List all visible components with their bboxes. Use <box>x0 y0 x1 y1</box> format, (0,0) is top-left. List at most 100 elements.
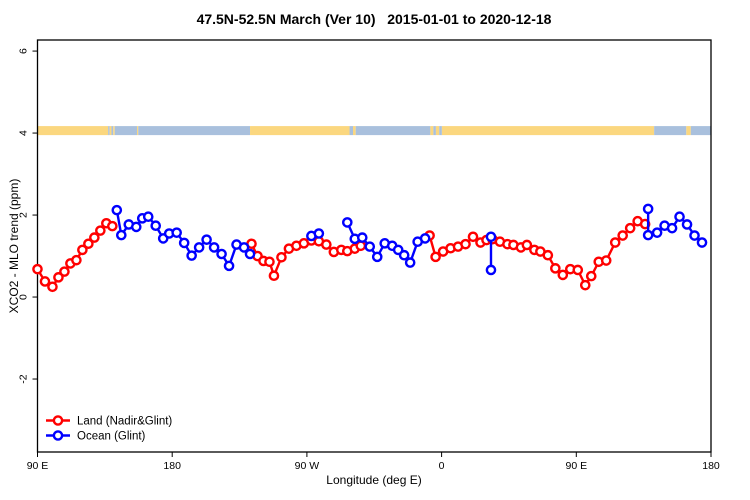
y-tick-label: 2 <box>18 212 30 218</box>
data-point-land <box>71 254 82 266</box>
data-point-ocean <box>674 211 685 222</box>
data-point-land <box>624 222 636 234</box>
data-point-ocean <box>193 242 205 253</box>
data-point-land <box>542 249 554 261</box>
y-tick-label: 4 <box>18 130 30 136</box>
data-point-ocean <box>419 233 431 244</box>
band-segment-land <box>109 126 112 136</box>
band-segment-ocean <box>690 126 711 136</box>
data-point-ocean <box>201 234 212 245</box>
data-point-ocean <box>178 237 190 249</box>
data-point-land <box>47 281 58 293</box>
data-point-land <box>276 251 287 263</box>
data-point-ocean <box>371 251 383 263</box>
data-point-land <box>617 230 628 241</box>
data-point-ocean <box>142 211 154 222</box>
band-segment-ocean <box>349 126 353 136</box>
band-segment-ocean <box>355 126 431 136</box>
data-point-land <box>585 270 597 282</box>
band-segment-land <box>441 126 655 136</box>
data-point-land <box>107 220 118 232</box>
chart-title: 47.5N-52.5N March (Ver 10) 2015-01-01 to… <box>196 11 552 27</box>
data-point-ocean <box>171 227 182 238</box>
data-point-ocean <box>689 230 700 241</box>
x-tick-label: 90 E <box>565 460 587 472</box>
data-point-land <box>460 238 471 250</box>
band-segment-ocean <box>108 126 110 136</box>
band-segment-land <box>37 126 109 136</box>
band-segment-ocean <box>654 126 687 136</box>
x-tick-label: 180 <box>163 460 181 472</box>
legend-marker <box>52 430 64 441</box>
data-point-land <box>600 255 612 266</box>
data-point-land <box>521 239 533 251</box>
data-point-land <box>572 264 584 276</box>
data-point-land <box>59 266 70 277</box>
data-point-land <box>39 276 51 287</box>
data-point-ocean <box>208 242 220 253</box>
y-tick-label: 6 <box>18 48 30 54</box>
legend-marker <box>52 415 64 426</box>
y-tick-label: 0 <box>18 294 30 300</box>
data-point-land <box>77 244 88 256</box>
data-point-ocean <box>651 227 663 238</box>
x-tick-label: 0 <box>439 460 445 472</box>
x-axis-label: Longitude (deg E) <box>326 473 422 487</box>
data-point-ocean <box>681 219 693 230</box>
data-point-land <box>32 263 43 275</box>
data-point-land <box>95 225 106 236</box>
data-point-ocean <box>398 249 410 261</box>
data-point-ocean <box>223 260 235 272</box>
data-point-land <box>579 279 591 291</box>
data-point-ocean <box>485 264 497 276</box>
data-point-land <box>321 239 332 250</box>
data-point-land <box>557 269 569 281</box>
data-point-ocean <box>666 222 678 234</box>
data-point-land <box>83 238 94 250</box>
data-point-ocean <box>364 241 376 252</box>
data-point-ocean <box>244 248 256 260</box>
band-segment-ocean <box>439 126 442 136</box>
band-segment-ocean <box>138 126 251 136</box>
data-point-ocean <box>116 229 127 241</box>
band-segment-land <box>430 126 434 136</box>
data-point-ocean <box>111 204 123 216</box>
legend-label: Land (Nadir&Glint) <box>77 416 172 428</box>
data-point-ocean <box>238 242 250 253</box>
plot-box <box>36 39 712 453</box>
band-segment-land <box>686 126 691 136</box>
data-point-ocean <box>186 250 197 261</box>
data-point-land <box>89 232 100 243</box>
y-tick-label: -2 <box>18 374 30 383</box>
data-point-land <box>467 231 479 243</box>
data-point-ocean <box>130 221 142 233</box>
x-tick-label: 90 W <box>295 460 320 472</box>
data-point-ocean <box>216 248 227 260</box>
data-point-land <box>550 263 561 274</box>
data-point-land <box>53 272 64 283</box>
band-segment-ocean <box>433 126 436 136</box>
data-point-ocean <box>342 217 353 228</box>
data-point-ocean <box>485 231 497 243</box>
x-tick-label: 180 <box>702 460 720 472</box>
band-segment-land <box>250 126 350 136</box>
data-point-ocean <box>150 220 162 232</box>
band-segment-ocean <box>114 126 138 136</box>
band-segment-land <box>352 126 356 136</box>
data-point-land <box>264 256 275 268</box>
data-point-ocean <box>313 228 325 239</box>
data-point-ocean <box>642 229 654 241</box>
data-point-ocean <box>404 257 416 268</box>
data-point-land <box>609 237 621 248</box>
band-segment-land <box>137 126 139 136</box>
band-segment-ocean <box>111 126 114 136</box>
data-point-land <box>430 251 441 263</box>
band-segment-land <box>113 126 115 136</box>
data-point-land <box>268 270 280 282</box>
legend-label: Ocean (Glint) <box>77 431 146 443</box>
band-segment-land <box>435 126 440 136</box>
x-tick-label: 90 E <box>27 460 49 472</box>
data-point-ocean <box>642 203 654 215</box>
data-point-ocean <box>696 237 708 248</box>
